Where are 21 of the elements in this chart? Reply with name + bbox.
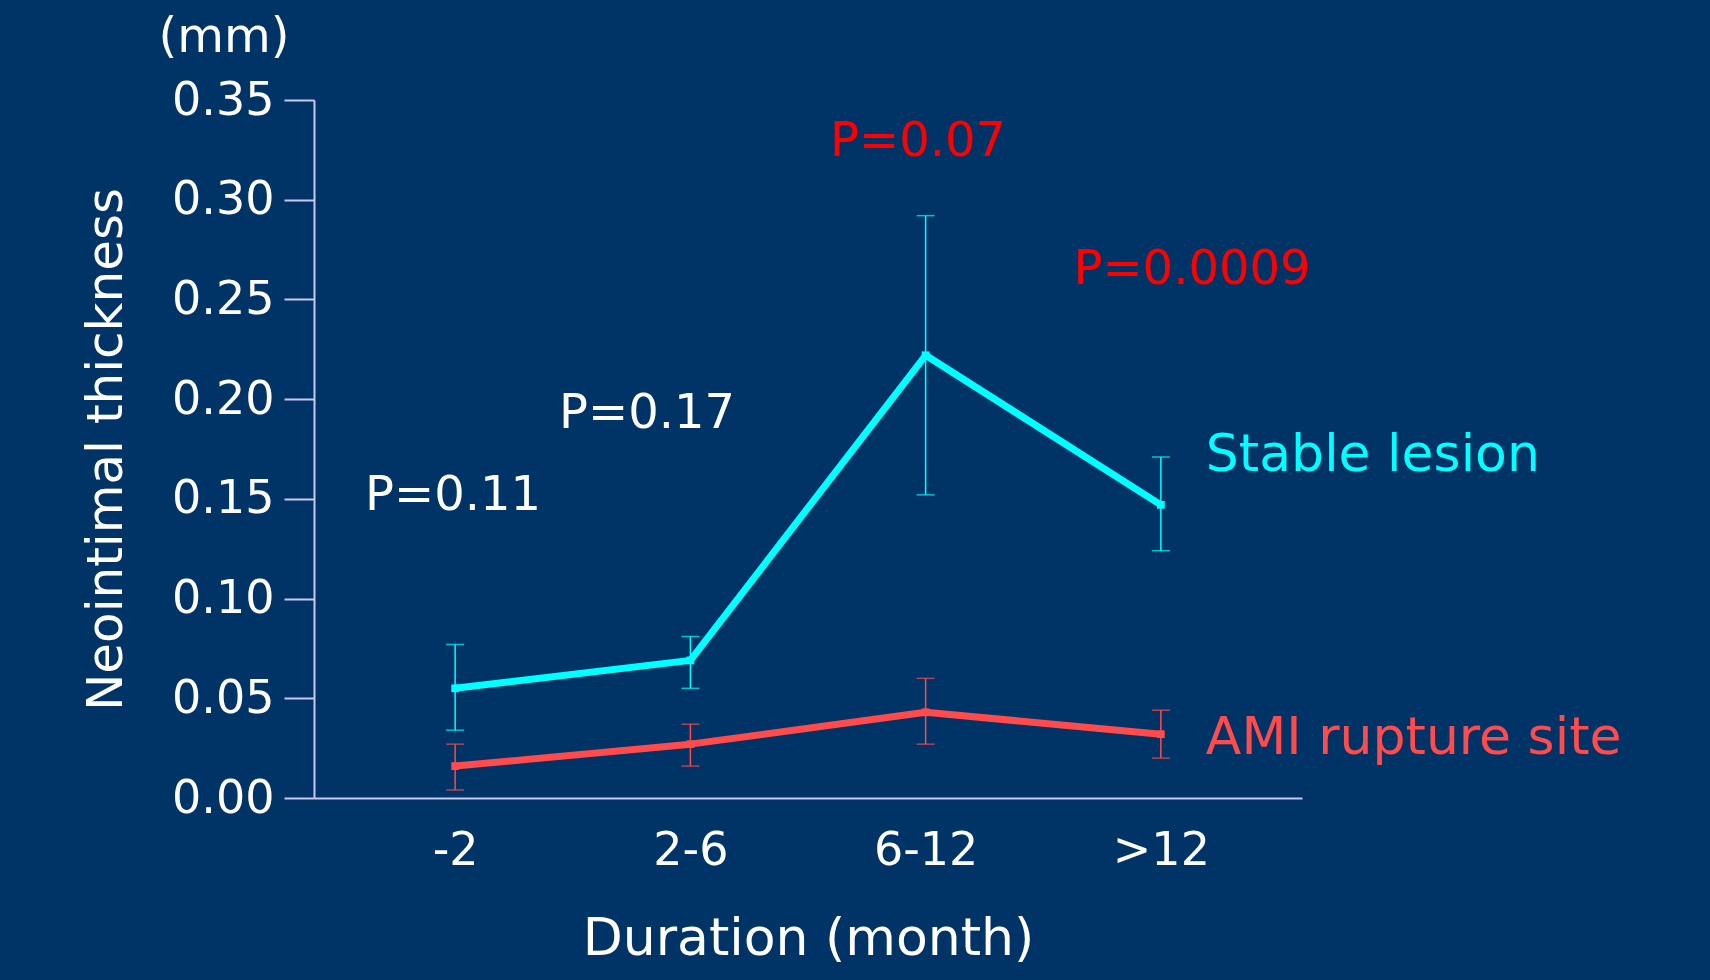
x-tick-label: 2-6 (653, 821, 729, 876)
x-tick-label: >12 (1112, 821, 1210, 876)
y-tick-label: 0.00 (172, 769, 275, 824)
y-tick-label: 0.20 (172, 370, 275, 425)
y-tick-label: 0.25 (172, 270, 275, 325)
text: (mm) (158, 7, 290, 63)
x-tick-label: 6-12 (873, 821, 979, 876)
annotation: P=0.11 (364, 465, 542, 521)
y-tick-label: 0.35 (172, 71, 275, 126)
y-tick-label: 0.30 (172, 171, 275, 226)
y-axis-title: Neointimal thickness (76, 187, 135, 712)
series-label: Stable lesion (1205, 422, 1540, 483)
annotation: P=0.07 (829, 111, 1007, 167)
y-tick-label: 0.15 (172, 470, 275, 525)
x-tick-label: -2 (432, 821, 479, 876)
x-axis-title: Duration (month) (582, 906, 1035, 967)
y-tick-label: 0.05 (172, 669, 275, 724)
annotation: P=0.17 (558, 383, 736, 439)
annotation: P=0.0009 (1073, 239, 1311, 295)
series-label: AMI rupture site (1205, 706, 1622, 767)
y-tick-label: 0.10 (172, 570, 275, 625)
